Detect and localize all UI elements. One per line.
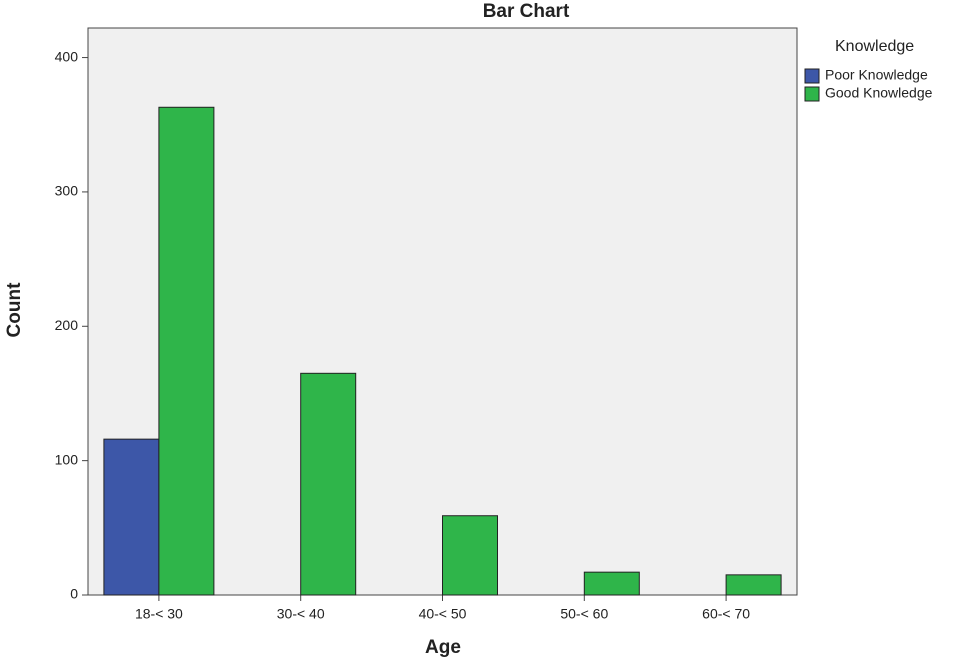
legend-title: Knowledge (835, 38, 914, 55)
bar (158, 106, 215, 596)
bar (725, 574, 782, 596)
x-axis-title: Age (425, 637, 461, 658)
legend-label: Poor Knowledge (825, 67, 928, 83)
bar (103, 438, 160, 596)
x-tick-label: 30-< 40 (277, 606, 325, 622)
y-axis-title: Count (4, 282, 25, 338)
legend-label: Good Knowledge (825, 85, 933, 101)
y-tick-label: 0 (70, 586, 78, 602)
x-tick-label: 60-< 70 (702, 606, 750, 622)
y-tick-label: 100 (55, 451, 79, 467)
bar (583, 571, 640, 596)
legend-swatch (804, 86, 820, 102)
y-tick-label: 200 (55, 317, 79, 333)
y-tick-label: 400 (55, 48, 79, 64)
bar (300, 372, 357, 596)
bar (442, 515, 498, 596)
x-tick-label: 18-< 30 (135, 606, 183, 622)
x-tick-label: 40-< 50 (419, 606, 467, 622)
chart-title: Bar Chart (483, 1, 570, 22)
legend-swatch (804, 68, 820, 84)
x-tick-label: 50-< 60 (560, 606, 608, 622)
y-tick-label: 300 (55, 183, 79, 199)
